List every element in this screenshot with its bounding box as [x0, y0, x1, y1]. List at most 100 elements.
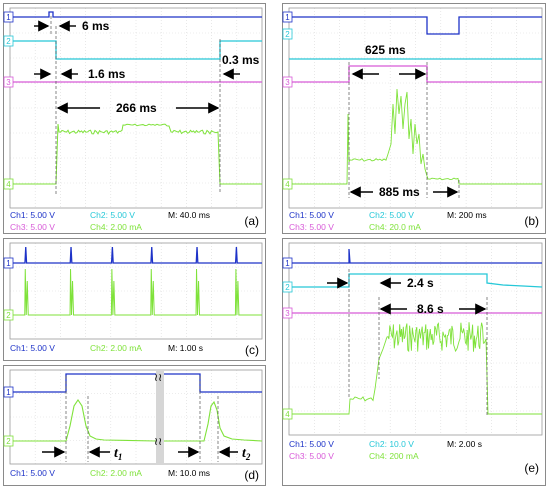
ch4-scale-e: Ch4: 200 mA [369, 451, 419, 461]
channel-marker-2: 2 [3, 435, 14, 447]
plot-frame [288, 242, 543, 436]
time-break-band [156, 370, 164, 464]
trace-ch1-b [289, 16, 542, 35]
trace-ch1-c [10, 246, 262, 264]
scope-plot-b: 1 2 3 4 625 ms 885 ms [282, 7, 543, 209]
time-scale-c: M: 1.00 s [168, 343, 203, 353]
svg-text:4: 4 [285, 410, 290, 419]
trace-ch2-d-after-break [164, 400, 263, 442]
svg-text:2: 2 [285, 283, 290, 292]
ch1-scale-c: Ch1: 5.00 V [10, 343, 55, 353]
svg-text:4: 4 [285, 180, 290, 189]
channel-marker-3: 3 [282, 307, 293, 319]
channel-marker-4: 4 [3, 178, 14, 190]
grid-a [9, 7, 263, 209]
svg-text:2: 2 [285, 30, 290, 39]
break-symbol-bottom: ≀≀ [154, 435, 162, 448]
annotation-625ms: 625 ms [365, 43, 406, 57]
trace-ch4-a [10, 123, 262, 185]
ch1-scale-d: Ch1: 5.00 V [10, 468, 55, 478]
channel-marker-2: 2 [3, 35, 14, 47]
ch1-scale-e: Ch1: 5.00 V [289, 439, 334, 449]
trace-ch1-a [10, 11, 262, 18]
annotation-1-6ms: 1.6 ms [88, 67, 126, 81]
channel-marker-2: 2 [3, 309, 14, 321]
trace-ch2-c [10, 268, 262, 316]
ch2-scale-e: Ch2: 10.0 V [369, 439, 414, 449]
trace-ch4-b [289, 88, 542, 185]
panel-label-d: (d) [244, 468, 259, 482]
svg-text:1: 1 [6, 388, 11, 397]
trace-ch2-a [10, 40, 262, 60]
svg-text:1: 1 [6, 13, 11, 22]
scope-plot-c: 12 [3, 242, 263, 340]
annotation-6ms: 6 ms [82, 19, 110, 33]
svg-text:1: 1 [285, 13, 290, 22]
scope-panel-b: 1 2 3 4 625 ms 885 ms Ch1: 5.00 V Ch2: 5.00… [282, 3, 546, 234]
channel-marker-4: 4 [282, 178, 293, 190]
scope-plot-d: 1 2 ≀≀ ≀≀ t1 t2 [3, 369, 263, 465]
break-symbol-top: ≀≀ [154, 371, 162, 384]
ch1-scale-a: Ch1: 5.00 V [10, 210, 55, 220]
ch2-scale-c: Ch2: 2.00 mA [90, 343, 142, 353]
channel-marker-1: 1 [3, 11, 14, 23]
panel-label-b: (b) [524, 214, 539, 228]
ch2-scale-b: Ch2: 5.00 V [369, 210, 414, 220]
grid-d [9, 369, 263, 465]
trace-ch3-b [289, 65, 542, 83]
plot-frame [9, 369, 263, 465]
channel-marker-1: 1 [282, 11, 293, 23]
time-scale-a: M: 40.0 ms [168, 210, 211, 220]
channel-marker-4: 4 [282, 408, 293, 420]
svg-text:3: 3 [6, 78, 11, 87]
svg-text:3: 3 [285, 78, 290, 87]
annotation-0-3ms: 0.3 ms [222, 53, 260, 67]
annotation-8-6s: 8.6 s [417, 302, 444, 316]
scope-panel-e: 1 2 3 4 2.4 s 8.6 s Ch1: 5.00 V Ch2: 10.0 V… [282, 238, 546, 486]
ch2-scale-d: Ch2: 2.00 mA [90, 468, 142, 478]
annotation-266ms: 266 ms [116, 101, 157, 115]
panel-label-a: (a) [244, 214, 259, 228]
scope-plot-e: 1 2 3 4 2.4 s 8.6 s [282, 242, 543, 436]
ch3-scale-a: Ch3: 5.00 V [10, 222, 55, 232]
panel-label-e: (e) [524, 461, 539, 475]
channel-marker-3: 3 [282, 76, 293, 88]
annotation-885ms: 885 ms [379, 185, 420, 199]
svg-text:4: 4 [6, 180, 11, 189]
svg-text:3: 3 [285, 309, 290, 318]
svg-text:1: 1 [285, 259, 290, 268]
channel-marker-1: 1 [3, 257, 14, 269]
svg-text:2: 2 [6, 437, 11, 446]
scope-panel-a: 1 2 3 4 6 ms 1.6 ms 0.3 ms 266 ms Ch1: 5.00… [3, 3, 266, 234]
scope-plot-a: 1 2 3 4 6 ms 1.6 ms 0.3 ms 266 ms [3, 7, 263, 209]
svg-text:2: 2 [6, 311, 11, 320]
ch3-scale-b: Ch3: 5.00 V [289, 222, 334, 232]
trace-ch1-e [289, 248, 542, 264]
time-scale-b: M: 200 ms [447, 210, 487, 220]
panel-label-c: (c) [245, 343, 259, 357]
channel-marker-2: 2 [282, 281, 293, 293]
ch4-scale-a: Ch4: 2.00 mA [90, 222, 142, 232]
plot-frame [288, 7, 543, 209]
trace-ch2-d [10, 399, 157, 442]
annotation-t2: t2 [242, 446, 251, 462]
trace-ch4-e [289, 322, 542, 415]
channel-marker-2: 2 [282, 28, 293, 40]
time-scale-d: M: 10.0 ms [168, 468, 211, 478]
annotation-2-4s: 2.4 s [407, 276, 434, 290]
time-scale-e: M: 2.00 s [447, 439, 482, 449]
channel-marker-3: 3 [3, 76, 14, 88]
ch1-scale-b: Ch1: 5.00 V [289, 210, 334, 220]
plot-frame [9, 242, 263, 340]
channel-marker-1: 1 [3, 386, 14, 398]
channel-marker-1: 1 [282, 257, 293, 269]
ch2-scale-a: Ch2: 5.00 V [90, 210, 135, 220]
svg-text:2: 2 [6, 37, 11, 46]
plot-frame [9, 7, 263, 209]
ch3-scale-e: Ch3: 5.00 V [289, 451, 334, 461]
annotation-t1: t1 [114, 446, 122, 462]
ch4-scale-b: Ch4: 20.0 mA [369, 222, 421, 232]
svg-text:1: 1 [6, 259, 11, 268]
